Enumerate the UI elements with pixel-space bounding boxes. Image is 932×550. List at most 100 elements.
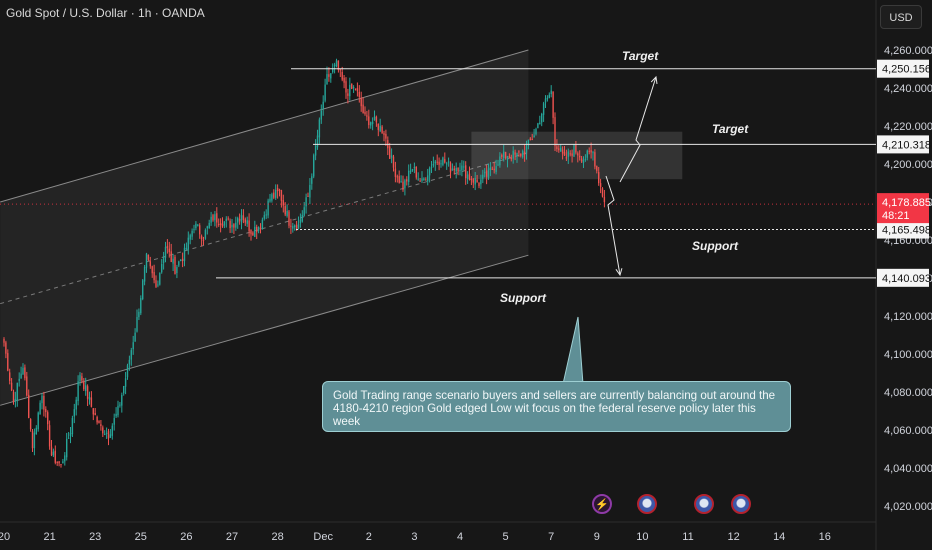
candle-body: [43, 395, 45, 410]
candle-body: [510, 157, 512, 160]
level-price-tag: [877, 268, 929, 287]
candle-body: [550, 90, 552, 95]
candle-body: [537, 123, 539, 129]
candle-body: [246, 220, 248, 224]
candle-body: [50, 446, 53, 456]
candle-body: [132, 342, 134, 350]
candle-body: [185, 248, 188, 250]
candle-body: [278, 189, 281, 191]
candle-body: [491, 168, 493, 170]
candle-body: [316, 135, 319, 148]
candle-body: [546, 97, 549, 100]
candle-body: [423, 178, 425, 180]
us-flag-icon[interactable]: [637, 494, 657, 514]
channel-upper-line: [0, 49, 529, 203]
candle-body: [446, 163, 448, 165]
candle-body: [320, 110, 322, 120]
candle-body: [563, 152, 566, 156]
candle-body: [529, 138, 531, 140]
currency-button[interactable]: USD: [880, 5, 922, 29]
level-price-label: 4,165.498: [882, 225, 931, 237]
candle-body: [16, 382, 18, 401]
candle-body: [434, 161, 436, 164]
candle-body: [216, 213, 218, 223]
candle-body: [229, 220, 231, 229]
time-tick-label: 3: [411, 531, 417, 543]
candle-body: [142, 280, 144, 300]
last-price-badge: [877, 193, 929, 224]
candle-body: [413, 167, 416, 169]
candle-body: [157, 284, 159, 286]
candle-body: [404, 180, 406, 189]
candle-body: [573, 144, 575, 157]
candle-body: [354, 88, 357, 90]
callout-tail: [562, 316, 584, 385]
candle-body: [444, 159, 446, 163]
us-flag-icon[interactable]: [731, 494, 751, 514]
candle-body: [542, 103, 545, 115]
candle-body: [35, 427, 37, 435]
candle-body: [514, 152, 516, 155]
candle-body: [204, 230, 207, 239]
candle-body: [197, 224, 199, 226]
candle-body: [579, 155, 581, 158]
candle-body: [275, 189, 277, 198]
candle-body: [592, 152, 594, 154]
candle-body: [430, 166, 433, 168]
candle-body: [115, 413, 117, 417]
candle-body: [328, 74, 330, 77]
candle-body: [489, 167, 492, 170]
candle-body: [31, 430, 34, 449]
candle-body: [558, 148, 560, 151]
time-tick-label: Dec: [313, 531, 333, 543]
candle-body: [588, 150, 590, 152]
candle-body: [73, 409, 75, 417]
candle-body: [90, 397, 93, 407]
candle-body: [311, 176, 313, 184]
candle-body: [235, 222, 237, 228]
candle-body: [276, 188, 279, 192]
candle-body: [88, 397, 91, 400]
candle-body: [598, 172, 600, 184]
candle-body: [356, 88, 359, 92]
candle-body: [523, 151, 526, 155]
candle-body: [195, 223, 197, 229]
candle-body: [123, 385, 125, 394]
candle-body: [371, 121, 374, 125]
candle-body: [136, 317, 138, 332]
projection-up-arrow: [619, 76, 657, 183]
candle-body: [472, 179, 474, 183]
candle-body: [381, 126, 383, 134]
candle-body: [421, 178, 423, 181]
candle-body: [314, 145, 317, 156]
candle-body: [415, 166, 417, 178]
candle-body: [470, 178, 473, 181]
candle-body: [240, 215, 243, 223]
last-price-label: 4,178.885: [882, 197, 931, 209]
candle-body: [244, 219, 246, 223]
candle-body: [159, 272, 161, 285]
candle-body: [392, 156, 395, 168]
candle-body: [147, 254, 150, 260]
candle-body: [77, 381, 79, 402]
candle-body: [252, 232, 254, 236]
lightning-icon[interactable]: ⚡: [592, 494, 612, 514]
candle-body: [362, 104, 364, 113]
us-flag-icon[interactable]: [694, 494, 714, 514]
candle-body: [383, 132, 385, 136]
candle-body: [176, 267, 178, 274]
candle-body: [485, 170, 488, 177]
time-tick-label: 21: [43, 531, 55, 543]
candle-body: [98, 420, 100, 424]
range-box: [471, 131, 683, 180]
candle-body: [548, 94, 550, 98]
candle-body: [254, 226, 256, 237]
candle-body: [231, 224, 233, 228]
candle-body: [81, 376, 83, 381]
support-label: Support: [500, 291, 547, 305]
candle-body: [54, 450, 56, 463]
candle-body: [518, 151, 520, 153]
candle-body: [419, 180, 421, 182]
candle-body: [269, 198, 271, 202]
